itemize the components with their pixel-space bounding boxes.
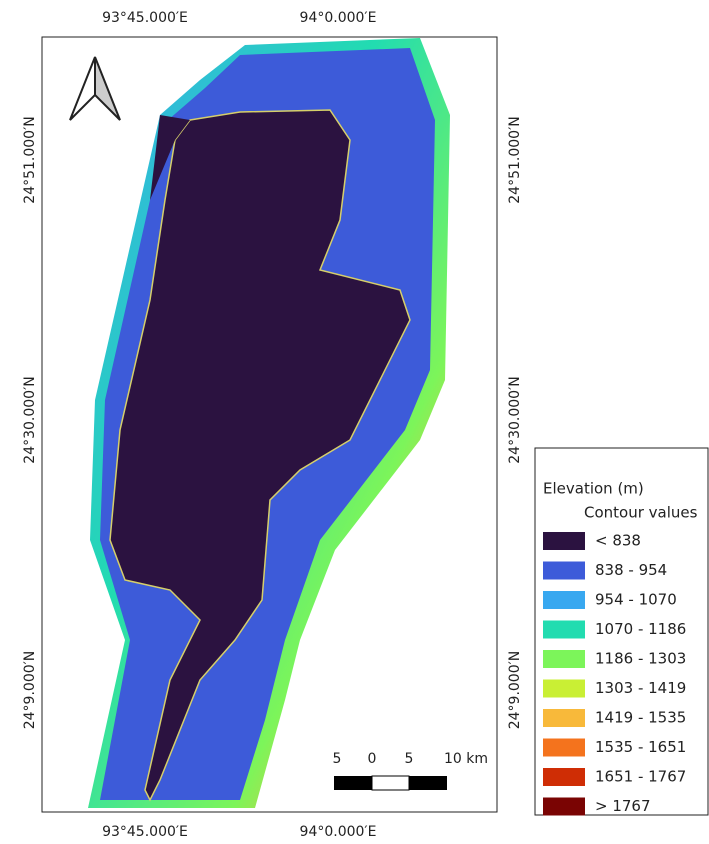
top-coord-label: 93°45.000′E xyxy=(102,10,188,26)
left-coord-label: 24°51.000′N xyxy=(22,116,38,203)
legend-swatch xyxy=(543,768,585,786)
legend-label: 1651 - 1767 xyxy=(595,768,686,786)
legend-label: 1186 - 1303 xyxy=(595,650,686,668)
legend-swatch xyxy=(543,709,585,727)
legend-label: 1070 - 1186 xyxy=(595,620,686,638)
scale-label: 5 xyxy=(405,751,414,767)
legend-swatch xyxy=(543,680,585,698)
bottom-coord-label: 93°45.000′E xyxy=(102,824,188,840)
legend-swatch xyxy=(543,798,585,816)
legend-swatch xyxy=(543,532,585,550)
legend-swatch xyxy=(543,650,585,668)
scale-label: 10 km xyxy=(444,751,488,767)
scale-label: 0 xyxy=(368,751,377,767)
right-coord-label: 24°30.000′N xyxy=(507,376,523,463)
left-coord-label: 24°30.000′N xyxy=(22,376,38,463)
legend-swatch xyxy=(543,591,585,609)
legend-label: 838 - 954 xyxy=(595,561,667,579)
legend-subtitle: Contour values xyxy=(584,504,698,522)
bottom-coord-label: 94°0.000′E xyxy=(300,824,377,840)
scale-bar xyxy=(334,776,447,790)
legend-label: 1303 - 1419 xyxy=(595,679,686,697)
scale-label: 5 xyxy=(333,751,342,767)
legend-label: 1535 - 1651 xyxy=(595,738,686,756)
legend-label: < 838 xyxy=(595,532,641,550)
map: 5 0 5 10 km 93°45.000′E 94°0.000′E 93°45.000′… xyxy=(0,0,709,844)
legend-label: > 1767 xyxy=(595,797,651,815)
legend-label: 1419 - 1535 xyxy=(595,709,686,727)
right-coord-label: 24°51.000′N xyxy=(507,116,523,203)
legend: Elevation (m) Contour values < 838 838 - … xyxy=(535,448,708,816)
page: {"map": { "top_labels": ["93°45.000′E", … xyxy=(0,0,709,844)
legend-swatch xyxy=(543,562,585,580)
legend-title: Elevation (m) xyxy=(543,480,644,498)
right-coord-label: 24°9.000′N xyxy=(507,651,523,730)
legend-label: 954 - 1070 xyxy=(595,591,677,609)
left-coord-label: 24°9.000′N xyxy=(22,651,38,730)
legend-swatch xyxy=(543,739,585,757)
top-coord-label: 94°0.000′E xyxy=(300,10,377,26)
legend-swatch xyxy=(543,621,585,639)
